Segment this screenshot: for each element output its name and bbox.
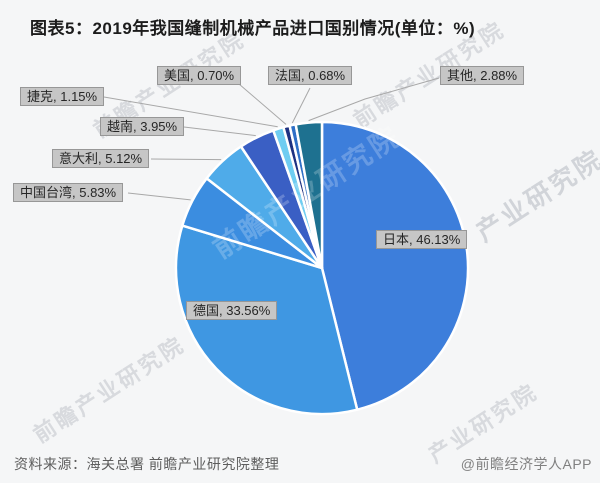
leader-line-france xyxy=(291,87,311,124)
leader-line-czech xyxy=(103,96,278,128)
brand-credit: @前瞻经济学人APP xyxy=(460,456,592,472)
leader-line-usa xyxy=(238,83,287,125)
page-title: 图表5：2019年我国缝制机械产品进口国别情况(单位：%) xyxy=(30,19,476,38)
leader-line-vietnam xyxy=(183,126,256,137)
pie-slice-japan xyxy=(320,120,470,411)
pie-slice-others xyxy=(294,120,324,270)
footer: 资料来源：海关总署 前瞻产业研究院整理 @前瞻经济学人APP xyxy=(0,445,600,483)
leader-line-italy xyxy=(150,158,222,161)
leader-line-taiwan-china xyxy=(127,192,191,201)
source-note: 资料来源：海关总署 前瞻产业研究院整理 xyxy=(14,456,280,472)
leader-line-others xyxy=(308,77,440,122)
